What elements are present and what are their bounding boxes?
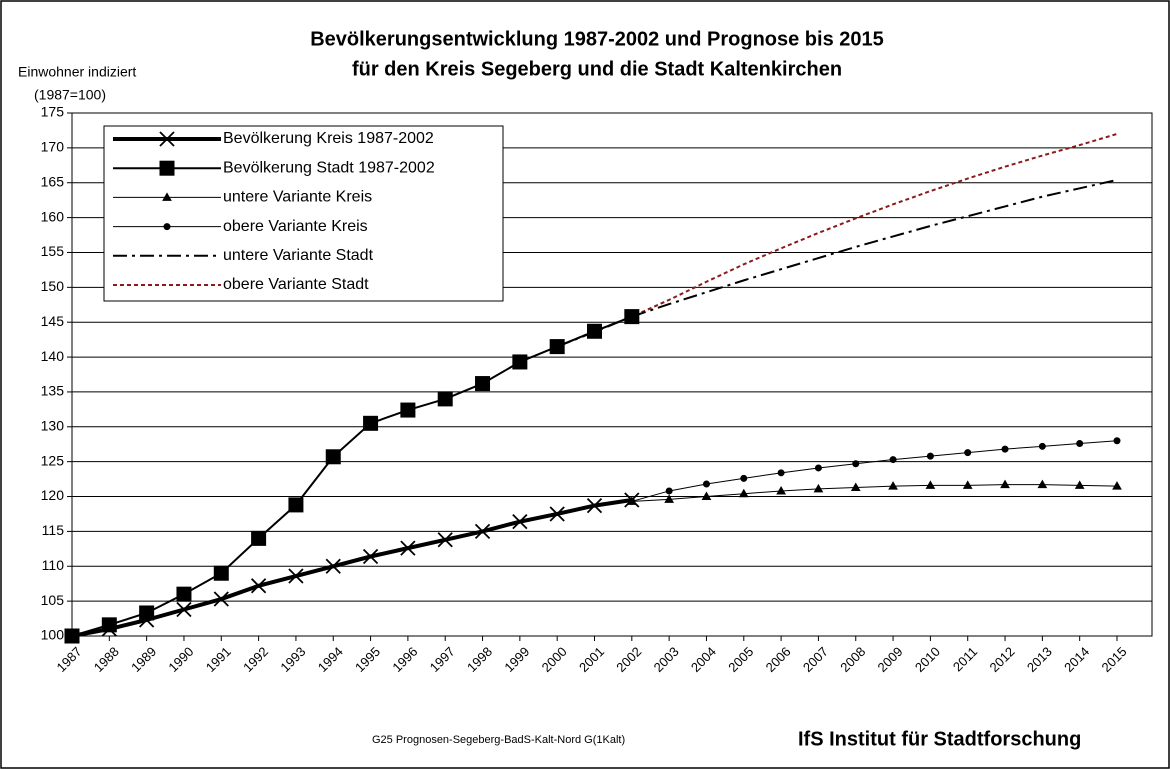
y-tick-label: 155 bbox=[41, 243, 65, 259]
marker bbox=[250, 578, 267, 594]
marker bbox=[162, 192, 172, 201]
marker bbox=[776, 485, 786, 495]
marker bbox=[437, 532, 453, 548]
marker bbox=[586, 497, 603, 514]
marker bbox=[889, 456, 897, 464]
legend-label: Bevölkerung Stadt 1987-2002 bbox=[223, 159, 435, 176]
series-line bbox=[631, 440, 1118, 502]
legend-label: untere Variante Kreis bbox=[223, 189, 372, 206]
chart-title: für den Kreis Segeberg und die Stadt Kal… bbox=[352, 58, 842, 80]
marker bbox=[1038, 442, 1046, 450]
marker bbox=[325, 558, 341, 574]
marker bbox=[624, 309, 640, 325]
y-tick-label: 165 bbox=[41, 173, 65, 189]
marker bbox=[362, 548, 379, 565]
marker bbox=[738, 488, 749, 498]
legend-label: obere Variante Kreis bbox=[223, 218, 368, 235]
y-tick-label: 125 bbox=[41, 452, 65, 468]
marker bbox=[740, 474, 748, 482]
series-line bbox=[631, 484, 1118, 502]
y-tick-label: 140 bbox=[41, 348, 65, 364]
marker bbox=[665, 487, 673, 495]
marker bbox=[101, 621, 117, 637]
y-tick-label: 160 bbox=[41, 208, 65, 224]
marker bbox=[852, 460, 860, 468]
marker bbox=[159, 160, 175, 176]
series-line bbox=[556, 178, 1118, 348]
y-tick-label: 175 bbox=[41, 104, 65, 120]
y-tick-label: 105 bbox=[41, 592, 65, 608]
marker bbox=[1001, 445, 1009, 453]
marker bbox=[964, 449, 972, 457]
marker bbox=[64, 628, 80, 644]
marker bbox=[474, 523, 491, 540]
marker bbox=[813, 483, 824, 493]
marker bbox=[664, 494, 675, 503]
marker bbox=[888, 481, 898, 490]
marker bbox=[363, 415, 379, 431]
chart-title: Bevölkerungsentwicklung 1987-2002 und Pr… bbox=[310, 28, 884, 50]
source: IfS Institut für Stadtforschung bbox=[798, 728, 1081, 750]
y-tick-label: 135 bbox=[41, 383, 65, 399]
marker bbox=[549, 506, 565, 522]
marker bbox=[814, 464, 822, 472]
marker bbox=[962, 480, 973, 489]
marker bbox=[1113, 437, 1121, 445]
marker bbox=[512, 354, 528, 370]
marker bbox=[702, 480, 710, 488]
legend: Bevölkerung Kreis 1987-2002 Bevölkerung S… bbox=[103, 125, 504, 302]
marker bbox=[400, 402, 416, 418]
legend-label: obere Variante Stadt bbox=[223, 276, 369, 293]
marker bbox=[850, 482, 861, 491]
marker bbox=[777, 469, 785, 477]
marker bbox=[1112, 481, 1122, 490]
marker bbox=[213, 565, 229, 581]
marker bbox=[176, 601, 192, 618]
y-axis-label: Einwohner indiziert bbox=[18, 64, 136, 80]
marker bbox=[1076, 440, 1084, 448]
series-line bbox=[71, 498, 633, 638]
marker bbox=[1000, 479, 1010, 489]
marker bbox=[701, 491, 712, 501]
series-line bbox=[556, 132, 1118, 348]
marker bbox=[512, 514, 528, 530]
marker bbox=[1037, 479, 1048, 489]
marker bbox=[437, 391, 453, 407]
y-tick-label: 150 bbox=[41, 278, 65, 294]
legend-label: untere Variante Stadt bbox=[223, 247, 374, 264]
legend-label: Bevölkerung Kreis 1987-2002 bbox=[223, 130, 434, 147]
y-tick-label: 145 bbox=[41, 313, 65, 329]
y-tick-label: 115 bbox=[42, 522, 65, 538]
marker bbox=[1074, 480, 1085, 489]
marker bbox=[163, 223, 171, 231]
marker bbox=[549, 339, 565, 355]
series-line bbox=[71, 315, 633, 637]
y-tick-label: 100 bbox=[41, 627, 65, 643]
y-tick-label: 170 bbox=[41, 139, 65, 155]
marker bbox=[139, 612, 155, 628]
marker bbox=[925, 480, 936, 489]
marker bbox=[400, 540, 416, 556]
y-tick-label: 130 bbox=[41, 418, 65, 434]
marker bbox=[213, 591, 229, 607]
marker bbox=[325, 449, 341, 465]
legend-box bbox=[103, 125, 504, 302]
marker bbox=[624, 492, 640, 508]
y-tick-label: 110 bbox=[42, 557, 65, 573]
marker bbox=[159, 131, 175, 147]
footnote: G25 Prognosen-Segeberg-BadS-Kalt-Nord G(… bbox=[372, 734, 625, 746]
marker bbox=[176, 586, 192, 602]
marker bbox=[475, 376, 491, 392]
marker bbox=[288, 568, 304, 584]
marker bbox=[926, 452, 934, 460]
y-tick-label: 120 bbox=[41, 487, 65, 503]
marker bbox=[587, 323, 602, 339]
marker bbox=[288, 497, 304, 513]
y-axis-label: (1987=100) bbox=[34, 87, 106, 103]
marker bbox=[251, 530, 267, 546]
